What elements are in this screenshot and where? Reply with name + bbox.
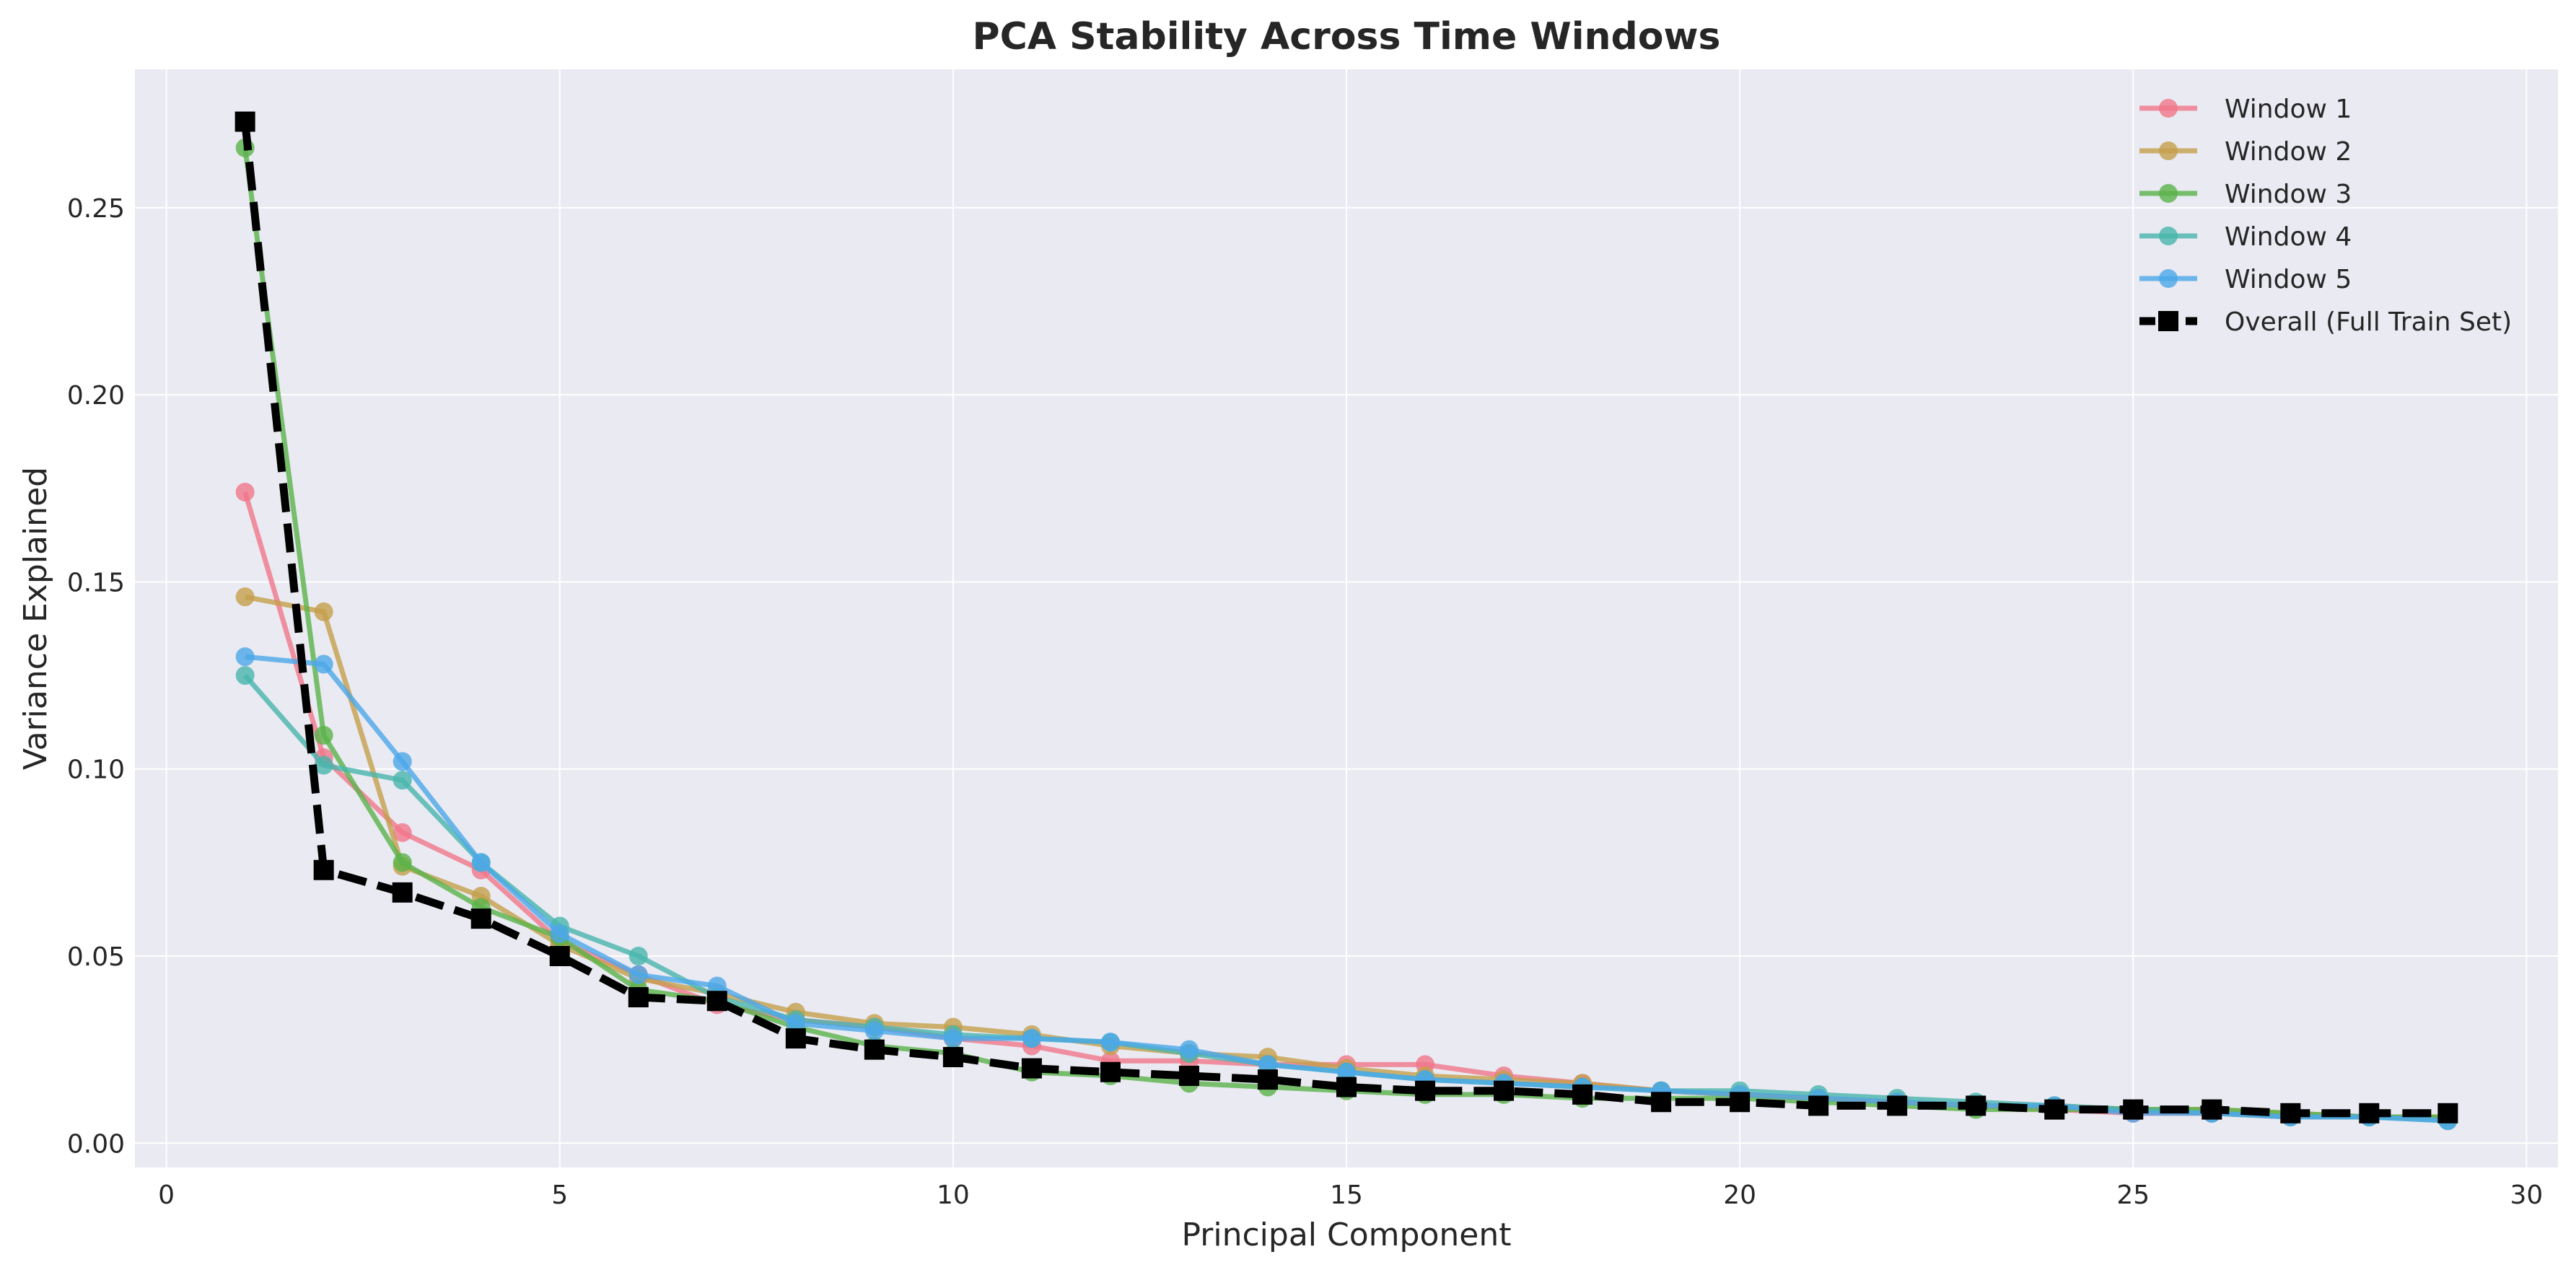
- legend-item: Window 3: [2139, 180, 2352, 209]
- legend-label: Window 2: [2225, 137, 2352, 167]
- y-tick-label: 0.10: [67, 755, 125, 785]
- data-point: [1808, 1095, 1829, 1116]
- data-point: [2123, 1099, 2144, 1120]
- data-point: [470, 908, 491, 929]
- data-point: [314, 654, 333, 674]
- data-point: [1887, 1095, 1908, 1116]
- data-point: [1100, 1033, 1120, 1052]
- data-point: [393, 752, 412, 771]
- data-point: [314, 726, 333, 745]
- legend-item: Window 1: [2139, 95, 2352, 124]
- data-point: [1415, 1080, 1436, 1101]
- data-point: [707, 976, 727, 996]
- data-point: [706, 991, 727, 1012]
- legend-item: Window 4: [2139, 222, 2352, 252]
- data-point: [1494, 1080, 1515, 1101]
- y-axis-label: Variance Explained: [17, 467, 54, 770]
- data-point: [2044, 1099, 2065, 1120]
- x-tick-label: 15: [1330, 1180, 1363, 1210]
- y-tick-label: 0.15: [67, 568, 125, 597]
- axis-ticks: 0 5 10 15 20 25 30 0.00 0.05 0.10 0.15 0.20 0.25: [67, 194, 2543, 1210]
- y-tick-label: 0.05: [67, 942, 125, 972]
- data-point: [235, 647, 255, 667]
- legend-marker: [2159, 141, 2178, 160]
- data-point: [235, 587, 255, 607]
- x-axis-label: Principal Component: [1182, 1217, 1512, 1253]
- data-point: [864, 1039, 885, 1060]
- legend-item: Window 2: [2139, 137, 2352, 167]
- chart-title: PCA Stability Across Time Windows: [972, 15, 1720, 58]
- legend-marker: [2159, 184, 2178, 203]
- data-point: [314, 755, 333, 775]
- data-point: [1966, 1095, 1986, 1116]
- legend-label: Window 3: [2225, 180, 2352, 209]
- legend-label: Window 5: [2225, 265, 2352, 294]
- data-point: [628, 947, 648, 966]
- data-point: [864, 1021, 884, 1040]
- y-tick-label: 0.25: [67, 194, 125, 224]
- data-point: [1572, 1084, 1593, 1105]
- x-tick-label: 25: [2116, 1180, 2150, 1210]
- series-6: [235, 111, 2458, 1123]
- legend-marker: [2159, 227, 2178, 245]
- data-point: [1258, 1055, 1277, 1074]
- data-point: [1257, 1069, 1278, 1090]
- x-tick-label: 5: [551, 1180, 568, 1210]
- x-tick-label: 20: [1723, 1180, 1756, 1210]
- data-point: [628, 987, 649, 1008]
- data-point: [785, 1028, 806, 1049]
- data-point: [786, 1014, 805, 1033]
- data-point: [1336, 1077, 1357, 1097]
- data-point: [314, 602, 333, 621]
- data-point: [1178, 1065, 1199, 1086]
- legend-item: Overall (Full Train Set): [2139, 307, 2512, 337]
- legend-label: Overall (Full Train Set): [2225, 307, 2512, 337]
- series-line-overall: [241, 121, 2448, 1118]
- data-point: [2359, 1103, 2380, 1123]
- data-point: [942, 1047, 963, 1068]
- data-point: [471, 853, 491, 872]
- data-point: [943, 1029, 963, 1048]
- data-point: [1730, 1092, 1751, 1113]
- data-point: [1021, 1058, 1042, 1079]
- data-point: [2437, 1103, 2458, 1123]
- legend-label: Window 4: [2225, 222, 2352, 252]
- data-point: [1100, 1061, 1121, 1082]
- data-point: [1179, 1040, 1199, 1059]
- data-point: [235, 666, 255, 685]
- data-point: [550, 924, 569, 943]
- legend-label: Window 1: [2225, 95, 2352, 124]
- data-point: [549, 946, 570, 967]
- x-tick-label: 10: [937, 1180, 970, 1210]
- y-tick-label: 0.20: [67, 381, 125, 411]
- data-point: [313, 859, 334, 880]
- data-point: [235, 482, 255, 501]
- x-tick-label: 0: [158, 1180, 175, 1210]
- data-point: [2280, 1103, 2301, 1123]
- data-point: [2202, 1099, 2222, 1120]
- y-tick-label: 0.00: [67, 1129, 125, 1159]
- data-point: [235, 111, 255, 132]
- legend-marker: [2159, 269, 2178, 288]
- data-point: [1022, 1029, 1041, 1048]
- legend-marker: [2158, 311, 2178, 331]
- data-point: [1651, 1092, 1672, 1113]
- x-tick-label: 30: [2510, 1180, 2543, 1210]
- data-series: [235, 111, 2458, 1131]
- data-point: [393, 853, 412, 872]
- legend-marker: [2159, 99, 2178, 118]
- data-point: [628, 965, 648, 984]
- data-point: [393, 823, 412, 842]
- data-point: [1337, 1062, 1356, 1082]
- data-point: [393, 771, 412, 790]
- grid-lines: [135, 69, 2558, 1167]
- legend-item: Window 5: [2139, 265, 2352, 294]
- data-point: [392, 882, 413, 903]
- legend: Window 1 Window 2 Window 3 Window 4 Window 5…: [2139, 95, 2512, 337]
